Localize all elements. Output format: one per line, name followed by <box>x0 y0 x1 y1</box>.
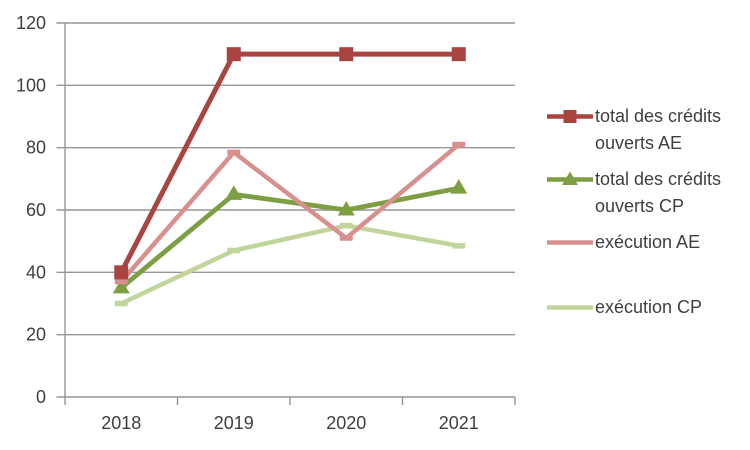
data-marker-square <box>226 47 241 62</box>
legend-swatch-graphic <box>547 110 593 123</box>
y-tick-label: 100 <box>16 75 46 95</box>
legend: total des crédits ouverts AE total des c… <box>547 0 750 450</box>
y-tick-label: 60 <box>26 200 46 220</box>
legend-label-execution-cp: exécution CP <box>595 297 703 317</box>
data-marker-square <box>114 265 129 280</box>
legend-label-total-credits-ouverts-cp: total des crédits ouverts CP <box>595 169 722 216</box>
legend-marker-triangle <box>562 171 578 185</box>
legend-swatch-graphic <box>547 305 593 310</box>
series-line-0 <box>118 51 462 275</box>
legend-swatch-plain-line-icon <box>547 294 593 321</box>
data-marker-dash <box>114 278 128 285</box>
legend-swatch-graphic <box>547 171 593 185</box>
data-marker-dash <box>114 300 128 307</box>
y-tick-label: 40 <box>26 262 46 282</box>
legend-swatch-graphic <box>547 240 593 245</box>
data-marker-dash <box>339 235 353 241</box>
data-marker-dash <box>452 141 466 148</box>
y-tick-label: 120 <box>16 13 46 33</box>
legend-item-total-credits-ouverts-ae: total des crédits ouverts AE <box>547 103 750 157</box>
x-tick-label: 2019 <box>214 413 254 433</box>
legend-swatch-square-line-icon <box>547 103 593 130</box>
data-marker-dash <box>227 149 241 156</box>
y-tick-label: 20 <box>26 325 46 345</box>
data-marker-triangle <box>450 179 468 194</box>
legend-marker-square <box>563 110 577 123</box>
series-line-1 <box>118 185 462 291</box>
data-marker-dash <box>339 222 353 229</box>
y-tick-label: 0 <box>36 387 46 407</box>
data-marker-triangle <box>337 201 355 216</box>
series-line-3 <box>119 223 461 306</box>
data-marker-square <box>339 47 354 62</box>
legend-item-total-credits-ouverts-cp: total des crédits ouverts CP <box>547 166 750 220</box>
x-tick-label: 2020 <box>326 413 366 433</box>
data-marker-triangle <box>225 185 243 200</box>
y-tick-label: 80 <box>26 138 46 158</box>
x-tick-label: 2018 <box>101 413 141 433</box>
series-line-2 <box>119 142 461 284</box>
data-marker-triangle <box>112 278 130 294</box>
data-marker-dash <box>227 247 241 254</box>
legend-item-execution-ae: exécution AE <box>547 229 750 256</box>
legend-label-execution-ae: exécution AE <box>595 232 701 252</box>
x-tick-label: 2021 <box>439 413 479 433</box>
data-marker-square <box>451 47 466 62</box>
legend-item-execution-cp: exécution CP <box>547 294 750 321</box>
data-marker-dash <box>452 243 466 249</box>
legend-label-total-credits-ouverts-ae: total des crédits ouverts AE <box>595 106 722 153</box>
legend-swatch-triangle-line-icon <box>547 166 593 193</box>
legend-swatch-plain-line-icon <box>547 229 593 256</box>
